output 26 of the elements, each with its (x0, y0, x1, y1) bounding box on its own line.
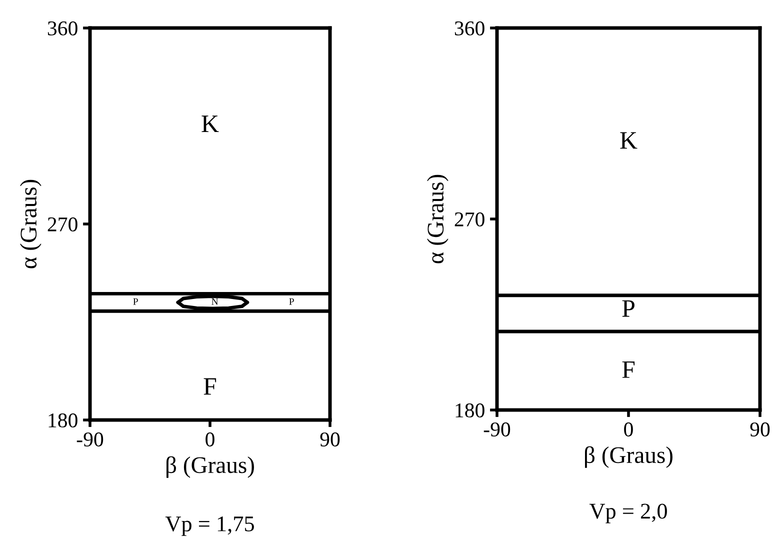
y-tick-label: 360 (48, 21, 78, 36)
annotation: P (622, 300, 634, 317)
y-tick-label: 270 (454, 212, 484, 226)
y-axis-title: α (Graus) (426, 174, 448, 264)
annotation: N (212, 298, 218, 305)
text: Vp = 1,75 (165, 516, 254, 536)
text: Vp = 2,0 (589, 504, 667, 524)
y-axis-title: α (Graus) (20, 180, 42, 268)
y-tick-label: 360 (454, 21, 484, 36)
x-tick-label: 0 (624, 422, 633, 436)
annotation: K (620, 132, 638, 149)
y-tick-label: 270 (48, 217, 78, 232)
y-tick-label: 180 (456, 403, 484, 418)
annotation: K (202, 116, 219, 132)
annotation: P (133, 298, 138, 305)
annotation: P (289, 298, 294, 305)
x-tick-label: -90 (76, 432, 104, 446)
x-tick-label: 90 (750, 422, 770, 436)
x-axis-title: β (Graus) (585, 446, 672, 468)
annotation: F (622, 361, 635, 378)
y-tick-label: 180 (48, 413, 78, 428)
annotation: F (204, 378, 216, 395)
x-tick-label: -90 (484, 422, 510, 436)
x-tick-label: 90 (320, 432, 340, 446)
x-axis-title: β (Graus) (166, 456, 254, 478)
x-tick-label: 0 (206, 432, 214, 446)
